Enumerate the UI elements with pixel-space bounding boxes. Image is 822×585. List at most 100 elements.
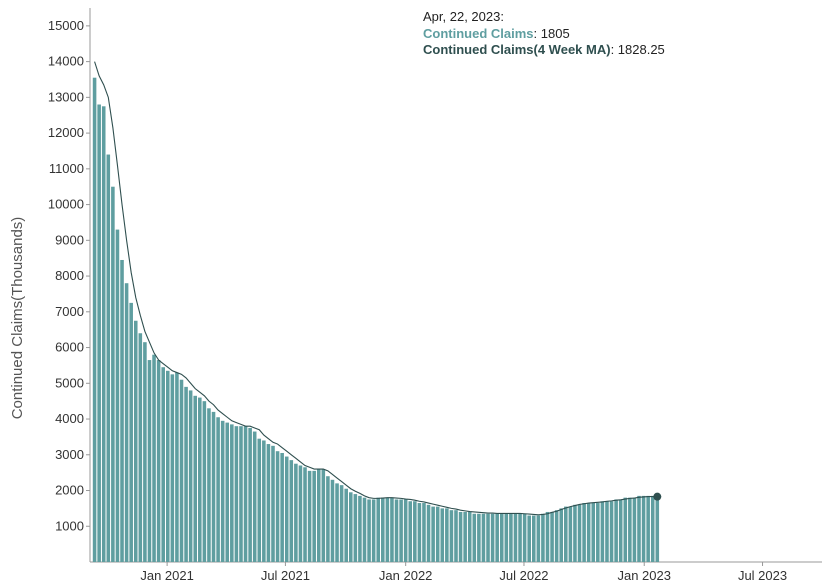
ma-line-series[interactable] [94, 61, 658, 516]
bar[interactable] [184, 386, 188, 562]
bar[interactable] [531, 515, 536, 562]
bar[interactable] [564, 506, 568, 562]
bar[interactable] [330, 479, 335, 562]
bar[interactable] [371, 499, 376, 562]
bar[interactable] [193, 395, 198, 562]
bar[interactable] [536, 515, 541, 562]
bar[interactable] [513, 513, 518, 562]
bar[interactable] [541, 513, 545, 562]
bar[interactable] [303, 467, 307, 562]
bar[interactable] [280, 452, 284, 562]
bar[interactable] [120, 259, 124, 562]
bar[interactable] [426, 504, 431, 562]
bar[interactable] [124, 283, 129, 562]
bar[interactable] [266, 444, 271, 562]
bar[interactable] [618, 499, 623, 562]
bar[interactable] [614, 499, 618, 562]
bar[interactable] [298, 465, 303, 562]
bar[interactable] [243, 426, 248, 562]
bar[interactable] [600, 501, 605, 562]
bar[interactable] [138, 333, 143, 562]
bar[interactable] [152, 354, 156, 562]
bar[interactable] [289, 460, 294, 562]
bar[interactable] [609, 501, 614, 562]
bar[interactable] [527, 515, 531, 562]
bar[interactable] [637, 495, 641, 562]
bar[interactable] [353, 494, 358, 562]
bar[interactable] [207, 408, 211, 562]
bar[interactable] [216, 417, 220, 562]
bar[interactable] [230, 424, 234, 562]
bar[interactable] [632, 497, 637, 562]
bar[interactable] [655, 497, 660, 562]
bar[interactable] [417, 503, 422, 562]
bar[interactable] [431, 506, 435, 562]
bar[interactable] [111, 186, 115, 563]
bar[interactable] [449, 510, 454, 562]
bar[interactable] [202, 401, 207, 562]
bar[interactable] [440, 508, 445, 562]
bar[interactable] [284, 456, 289, 562]
bar[interactable] [133, 320, 138, 562]
bar[interactable] [147, 360, 152, 562]
bar[interactable] [211, 411, 216, 562]
bar[interactable] [486, 513, 490, 562]
bar[interactable] [403, 499, 408, 562]
bar[interactable] [573, 504, 577, 562]
bar[interactable] [394, 499, 399, 562]
bar[interactable] [646, 495, 650, 562]
bar[interactable] [623, 497, 628, 562]
bar[interactable] [257, 438, 262, 562]
bar[interactable] [445, 508, 449, 562]
bar[interactable] [188, 390, 193, 562]
bar[interactable] [106, 154, 111, 562]
bar[interactable] [472, 513, 477, 562]
bar[interactable] [376, 497, 381, 562]
bar[interactable] [458, 511, 463, 562]
bar[interactable] [101, 106, 106, 563]
bar[interactable] [477, 513, 481, 562]
bar[interactable] [577, 504, 582, 562]
bar[interactable] [156, 360, 161, 562]
bar[interactable] [596, 503, 600, 562]
bar[interactable] [143, 342, 147, 562]
bar[interactable] [490, 513, 495, 562]
bar[interactable] [641, 495, 646, 562]
bar[interactable] [650, 495, 655, 562]
bar[interactable] [605, 501, 609, 562]
bar[interactable] [225, 422, 230, 562]
bar[interactable] [550, 511, 554, 562]
bar[interactable] [628, 497, 632, 562]
bar[interactable] [220, 420, 225, 562]
bar[interactable] [165, 370, 170, 562]
bar[interactable] [198, 397, 202, 562]
bar[interactable] [115, 229, 120, 562]
bar[interactable] [234, 426, 239, 562]
bar[interactable] [481, 513, 486, 562]
bar[interactable] [262, 440, 266, 562]
bar[interactable] [358, 495, 362, 562]
bar[interactable] [559, 508, 564, 562]
bar[interactable] [399, 499, 403, 562]
bar[interactable] [175, 372, 179, 562]
bar[interactable] [339, 485, 344, 562]
bar[interactable] [335, 483, 339, 562]
bar[interactable] [312, 470, 316, 562]
bar[interactable] [545, 511, 550, 562]
bar[interactable] [248, 427, 252, 562]
bar[interactable] [495, 513, 499, 562]
bar[interactable] [381, 497, 385, 562]
bar[interactable] [568, 506, 573, 562]
bar[interactable] [518, 513, 522, 562]
bar[interactable] [275, 451, 280, 562]
bar[interactable] [467, 511, 472, 562]
bar[interactable] [92, 77, 97, 562]
bar[interactable] [161, 367, 165, 562]
bar[interactable] [294, 463, 298, 562]
bar[interactable] [316, 469, 321, 562]
bar[interactable] [271, 445, 275, 562]
bar[interactable] [97, 104, 101, 562]
bar[interactable] [239, 426, 243, 562]
bar[interactable] [344, 488, 348, 562]
bar[interactable] [367, 499, 371, 562]
